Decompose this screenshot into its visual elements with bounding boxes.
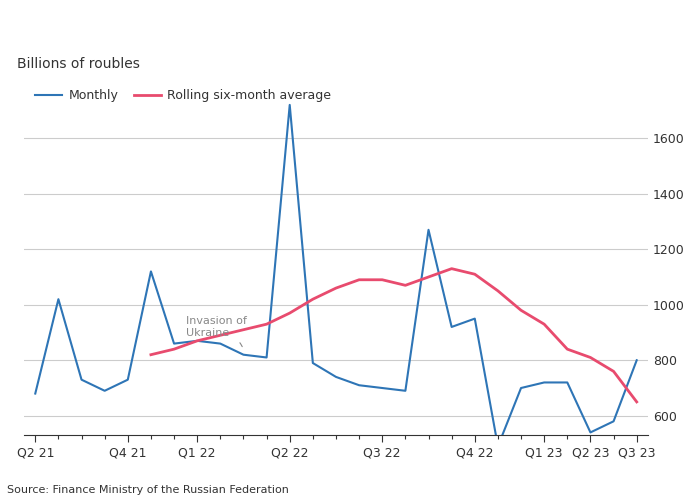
Text: Source: Finance Ministry of the Russian Federation: Source: Finance Ministry of the Russian …: [7, 485, 289, 495]
Text: Billions of roubles: Billions of roubles: [18, 57, 140, 71]
Legend: Monthly, Rolling six-month average: Monthly, Rolling six-month average: [30, 84, 336, 107]
Text: Invasion of
Ukraine: Invasion of Ukraine: [186, 316, 246, 346]
